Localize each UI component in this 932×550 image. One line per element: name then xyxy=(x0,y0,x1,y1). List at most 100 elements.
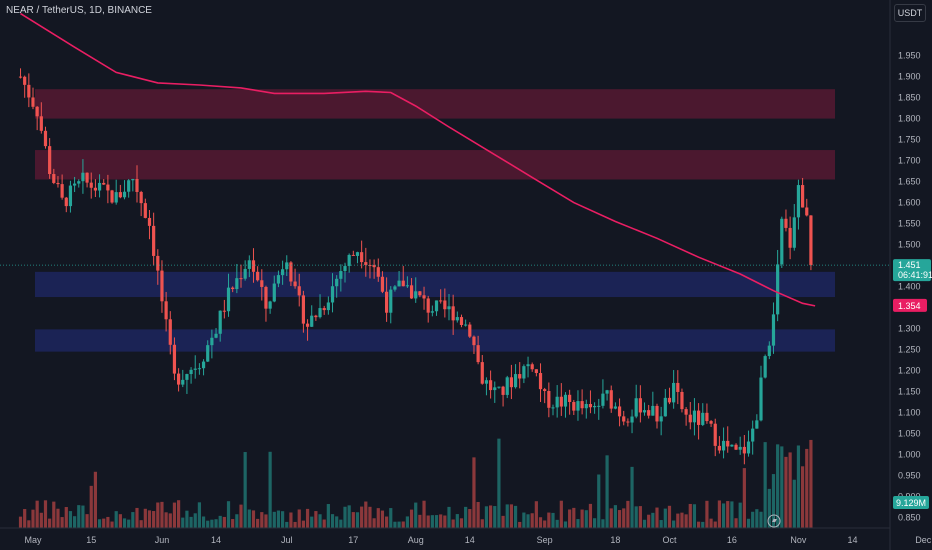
volume-bar xyxy=(709,518,713,528)
volume-bar xyxy=(751,511,755,528)
y-tick-label: 1.700 xyxy=(898,156,921,166)
candle-body xyxy=(85,172,89,183)
candle-body xyxy=(638,398,642,413)
y-tick-label: 1.650 xyxy=(898,177,921,187)
candle-body xyxy=(210,337,214,346)
candle-body xyxy=(322,308,326,311)
volume-bar xyxy=(351,512,355,528)
candle-body xyxy=(497,386,501,388)
volume-bar xyxy=(285,521,289,528)
volume-bar xyxy=(593,518,597,528)
candle-body xyxy=(380,276,385,292)
volume-bar xyxy=(393,521,397,528)
candle-body xyxy=(231,287,235,290)
candle-body xyxy=(439,300,443,302)
candle-body xyxy=(372,265,376,268)
volume-bar xyxy=(555,519,559,528)
volume-bar xyxy=(534,501,538,528)
candle-body xyxy=(181,379,185,385)
volume-bar xyxy=(260,512,264,528)
volume-bar xyxy=(493,506,497,528)
volume-bar xyxy=(776,444,780,528)
volume-bar xyxy=(680,512,684,528)
volume-bar xyxy=(239,504,243,528)
volume-bar xyxy=(605,455,609,528)
volume-bar xyxy=(64,507,68,528)
volume-bar xyxy=(181,517,185,528)
candle-body xyxy=(297,286,301,296)
candle-body xyxy=(268,301,272,309)
volume-bar xyxy=(426,515,430,528)
candle-body xyxy=(256,271,260,281)
candle-body xyxy=(572,402,576,411)
candle-body xyxy=(264,286,268,309)
volume-bar xyxy=(538,517,543,528)
y-tick-label: 1.850 xyxy=(898,93,921,103)
volume-bar xyxy=(368,506,372,528)
candle-body xyxy=(555,396,559,408)
candle-body xyxy=(676,382,680,392)
candle-body xyxy=(518,374,522,379)
volume-bar xyxy=(318,514,322,528)
candle-body xyxy=(701,412,705,425)
candle-body xyxy=(27,84,31,98)
volume-bar xyxy=(617,510,622,528)
volume-bar xyxy=(447,506,451,528)
volume-bar xyxy=(655,507,659,528)
candle-body xyxy=(426,298,430,313)
volume-bar xyxy=(647,514,651,528)
volume-bar xyxy=(759,511,763,528)
volume-bar xyxy=(77,505,81,528)
candle-body xyxy=(622,416,626,422)
volume-bar xyxy=(231,519,235,528)
last-price-value: 1.451 xyxy=(898,260,921,270)
candle-body xyxy=(405,285,409,287)
candle-body xyxy=(335,278,339,287)
candle-body xyxy=(52,174,56,183)
y-tick-label: 1.500 xyxy=(898,240,921,250)
candle-body xyxy=(538,373,543,390)
candle-body xyxy=(659,416,663,422)
volume-bar xyxy=(688,503,692,528)
volume-bar xyxy=(414,502,418,528)
volume-bar xyxy=(135,507,139,528)
volume-bar xyxy=(746,518,751,528)
candle-body xyxy=(414,291,418,299)
candle-body xyxy=(459,317,464,326)
symbol-title[interactable]: NEAR / TetherUS, 1D, BINANCE xyxy=(6,5,152,16)
volume-bar xyxy=(576,519,580,528)
candle-body xyxy=(131,178,135,181)
volume-bar xyxy=(276,510,281,528)
candle-body xyxy=(788,227,792,248)
y-tick-label: 1.150 xyxy=(898,387,921,397)
volume-bar xyxy=(143,508,147,528)
volume-bar xyxy=(226,501,231,528)
candle-body xyxy=(389,289,393,313)
candle-body xyxy=(609,390,613,409)
candle-body xyxy=(767,345,771,357)
candle-body xyxy=(418,291,422,296)
candle-body xyxy=(243,268,247,279)
candle-body xyxy=(35,106,39,117)
volume-bar xyxy=(638,506,642,528)
candle-body xyxy=(522,366,526,379)
candle-body xyxy=(339,271,343,279)
candle-body xyxy=(697,410,701,425)
volume-bar xyxy=(218,515,222,528)
candle-body xyxy=(168,319,172,345)
candle-body xyxy=(156,255,160,271)
volume-bar xyxy=(405,516,409,528)
candle-body xyxy=(293,281,297,287)
candle-body xyxy=(239,278,243,280)
ma-value-badge xyxy=(893,298,927,312)
volume-bar xyxy=(742,468,746,528)
x-tick-label: Aug xyxy=(408,535,424,545)
candle-body xyxy=(580,401,584,409)
volume-bar xyxy=(468,509,472,528)
volume-bar xyxy=(347,505,351,528)
candle-body xyxy=(684,409,688,415)
volume-bar xyxy=(268,451,272,528)
resistance-zone xyxy=(35,150,835,180)
currency-button[interactable]: USDT xyxy=(894,4,926,22)
